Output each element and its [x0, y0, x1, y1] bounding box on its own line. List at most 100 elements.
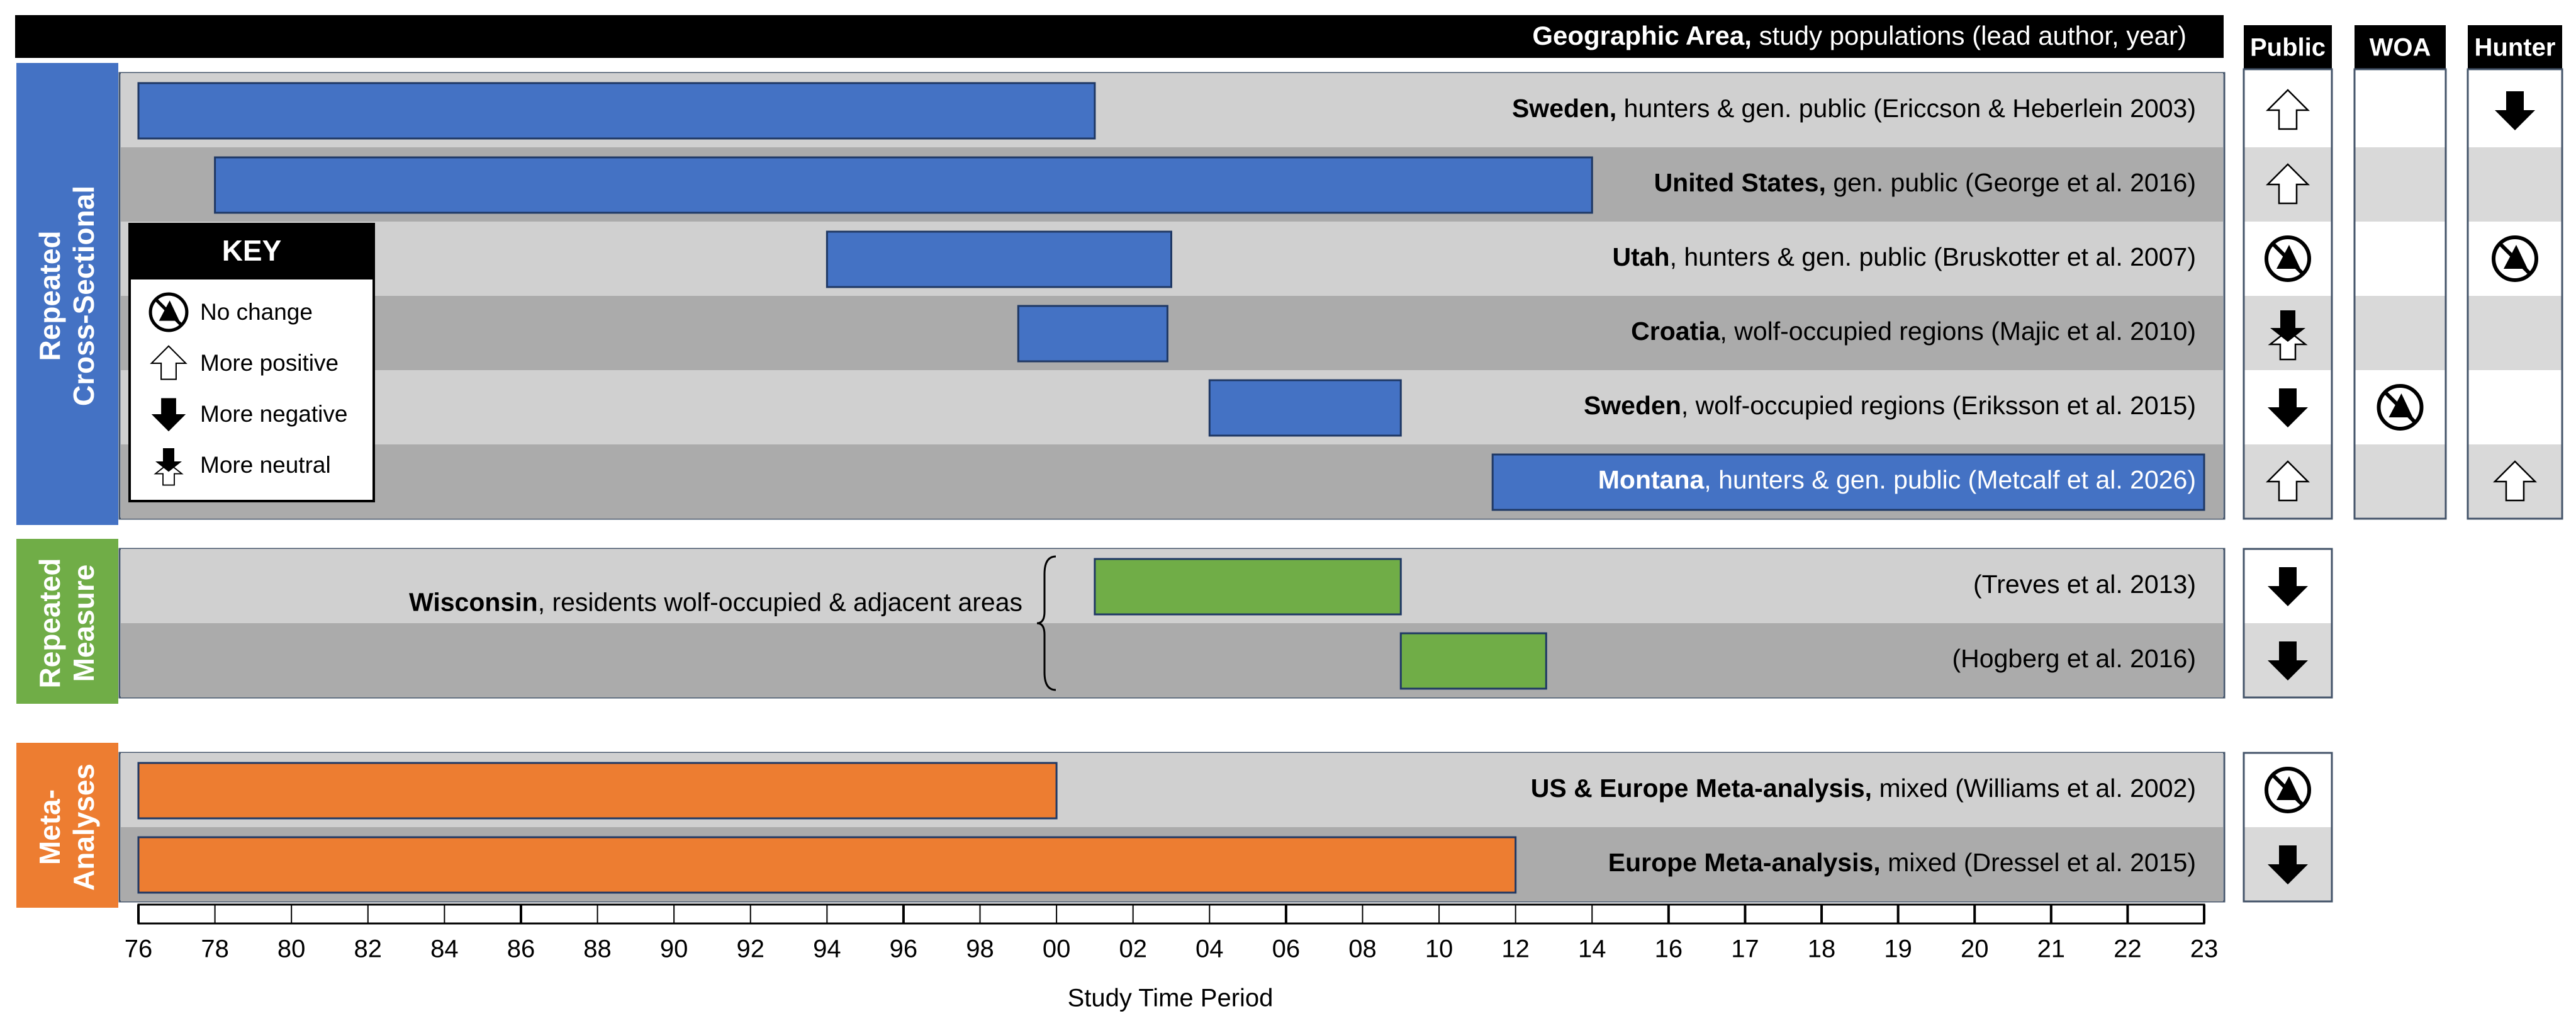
trend-cell [2355, 147, 2446, 222]
x-tick-label: 19 [1884, 935, 1912, 963]
trend-icon-more_positive [2265, 89, 2310, 130]
study-label-rest: , hunters & gen. public (Bruskotter et a… [1670, 242, 2196, 271]
trend-icon-more_negative [2268, 845, 2308, 884]
x-axis-band [137, 903, 2205, 925]
x-tick-label: 08 [1348, 935, 1377, 963]
study-label-bold: United States, [1654, 168, 1826, 197]
trend-icon-more_neutral [2268, 310, 2308, 361]
trend-header-woa [2355, 25, 2446, 69]
x-tick-label: 90 [660, 935, 688, 963]
legend-item-label: More positive [200, 350, 339, 376]
study-label-rest: , wolf-occupied regions (Eriksson et al.… [1681, 391, 2196, 420]
trend-icon-no_change [2492, 235, 2538, 282]
study-label: United States, gen. public (George et al… [1654, 168, 2196, 197]
x-tick-label: 10 [1425, 935, 1453, 963]
trend-cell [2468, 296, 2562, 370]
study-bar [137, 762, 1058, 820]
study-label: Sweden, hunters & gen. public (Ericcson … [1512, 94, 2196, 123]
group-label: Meta-Analyses [33, 764, 100, 891]
trend-column-outline [2353, 68, 2447, 520]
legend-item-label: More negative [200, 401, 347, 427]
study-label-rest: , hunters & gen. public (Metcalf et al. … [1704, 465, 2196, 494]
x-tick-label: 78 [201, 935, 229, 963]
legend-item-label: More neutral [200, 452, 331, 478]
trend-cell [2355, 444, 2446, 519]
chart-title-rest: study populations (lead author, year) [1752, 21, 2187, 50]
trend-cell [2355, 222, 2446, 296]
group-label: RepeatedCross-Sectional [33, 186, 100, 406]
study-bar [1399, 632, 1547, 690]
x-tick-label: 21 [2037, 935, 2066, 963]
trend-icon-more_negative [2495, 91, 2535, 130]
trend-icon-more_negative [2268, 567, 2308, 606]
trend-icon-more_negative [2268, 641, 2308, 680]
trend-icon-more_negative [2268, 388, 2308, 427]
study-label-bold: Sweden [1584, 391, 1681, 420]
x-tick-label: 04 [1196, 935, 1224, 963]
x-tick-label: 18 [1808, 935, 1836, 963]
legend-icon-more_neutral [154, 448, 184, 486]
study-row-bg [121, 370, 2223, 444]
x-tick-label: 86 [507, 935, 535, 963]
group-label-block [16, 539, 118, 704]
trend-header-public [2244, 25, 2332, 69]
x-tick-label: 02 [1119, 935, 1147, 963]
legend-icon-more_negative [151, 398, 186, 432]
x-tick-label: 80 [277, 935, 306, 963]
legend-title: KEY [222, 234, 282, 267]
trend-column-outline [2243, 752, 2333, 903]
x-tick-label: 22 [2114, 935, 2142, 963]
study-row-bg [121, 623, 2223, 697]
study-label-bold: Utah [1612, 242, 1669, 271]
x-tick-label: 12 [1501, 935, 1530, 963]
chart-title-bold: Geographic Area, [1532, 21, 1752, 50]
study-label: (Hogberg et al. 2016) [1952, 644, 2196, 673]
legend-icon-more_positive [150, 345, 188, 380]
bracket [1036, 555, 1056, 691]
group-label-block [16, 63, 118, 525]
x-tick-label: 88 [583, 935, 612, 963]
bracket-label-bold: Wisconsin [409, 587, 538, 616]
study-label-bold: US & Europe Meta-analysis, [1531, 774, 1872, 803]
trend-icon-more_positive [2492, 460, 2538, 502]
study-bar [137, 836, 1517, 894]
trend-column-outline [2467, 68, 2563, 520]
group-label-line: Repeated [33, 558, 66, 688]
study-row-bg [121, 296, 2223, 370]
bracket-label-rest: , residents wolf-occupied & adjacent are… [538, 587, 1022, 616]
trend-column-outline [2243, 548, 2333, 699]
study-label: (Treves et al. 2013) [1973, 570, 2196, 599]
study-label-rest: (Treves et al. 2013) [1973, 570, 2196, 599]
trend-header-hunter [2468, 25, 2562, 69]
study-label: US & Europe Meta-analysis, mixed (Willia… [1531, 774, 2196, 803]
study-bar [1491, 453, 2205, 511]
x-tick-label: 23 [2190, 935, 2219, 963]
trend-icon-more_positive [2265, 460, 2310, 502]
group-label-line: Meta- [33, 789, 66, 865]
study-label-bold: Croatia [1631, 317, 1720, 346]
study-label: Europe Meta-analysis, mixed (Dressel et … [1608, 848, 2196, 877]
bracket-label: Wisconsin, residents wolf-occupied & adj… [409, 587, 1022, 616]
trend-header-label: Public [2250, 34, 2326, 62]
group-label-line: Measure [67, 565, 100, 682]
study-bar [214, 156, 1593, 214]
trend-cell [2355, 73, 2446, 147]
study-label-rest: mixed (Williams et al. 2002) [1872, 774, 2196, 803]
trend-icon-no_change [2265, 235, 2311, 282]
group-label-line: Analyses [67, 764, 100, 891]
study-bar [1017, 305, 1168, 363]
study-label: Croatia, wolf-occupied regions (Majic et… [1631, 317, 2196, 346]
group-label-line: Cross-Sectional [67, 186, 100, 406]
trend-column-outline [2243, 68, 2333, 520]
group-label: RepeatedMeasure [33, 558, 100, 688]
x-tick-label: 17 [1731, 935, 1759, 963]
study-label-rest: , wolf-occupied regions (Majic et al. 20… [1720, 317, 2196, 346]
x-tick-label: 96 [890, 935, 918, 963]
group-label-line: Repeated [33, 230, 66, 361]
x-axis-label: Study Time Period [1068, 985, 1274, 1012]
legend-icon-no_change [148, 292, 189, 332]
group-label-block [16, 743, 118, 908]
chart-title: Geographic Area, study populations (lead… [1532, 21, 2187, 50]
title-bar [15, 15, 2224, 58]
